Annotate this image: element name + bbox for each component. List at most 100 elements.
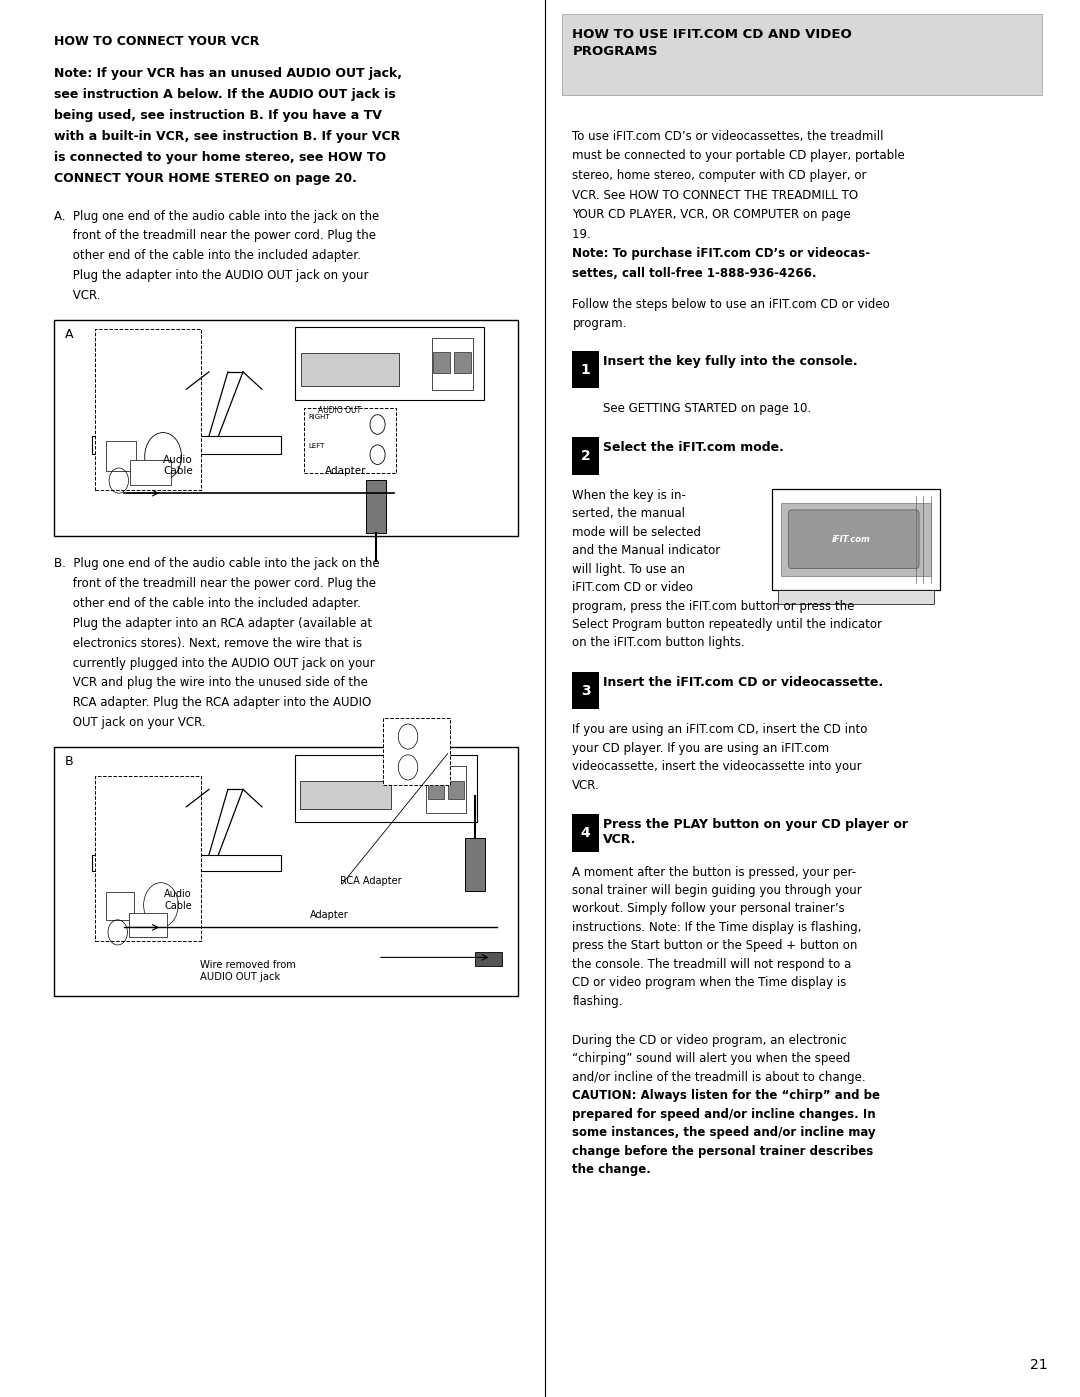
- Text: Adapter: Adapter: [325, 467, 366, 476]
- Text: “chirping” sound will alert you when the speed: “chirping” sound will alert you when the…: [572, 1052, 851, 1066]
- Bar: [448, 781, 464, 799]
- Bar: [778, 590, 934, 604]
- Text: with a built-in VCR, see instruction B. If your VCR: with a built-in VCR, see instruction B. …: [54, 130, 401, 142]
- Text: CAUTION: Always listen for the “chirp” and be: CAUTION: Always listen for the “chirp” a…: [572, 1090, 880, 1102]
- Text: iFIT.com: iFIT.com: [832, 535, 870, 543]
- Text: your CD player. If you are using an iFIT.com: your CD player. If you are using an iFIT…: [572, 742, 829, 754]
- Text: other end of the cable into the included adapter.: other end of the cable into the included…: [54, 597, 361, 610]
- Text: other end of the cable into the included adapter.: other end of the cable into the included…: [54, 249, 361, 263]
- Text: B.  Plug one end of the audio cable into the jack on the: B. Plug one end of the audio cable into …: [54, 557, 380, 570]
- Text: 1: 1: [581, 362, 591, 377]
- Bar: [300, 781, 391, 809]
- Bar: [106, 441, 136, 472]
- Text: CD or video program when the Time display is: CD or video program when the Time displa…: [572, 977, 847, 989]
- Text: A moment after the button is pressed, your per-: A moment after the button is pressed, yo…: [572, 866, 856, 879]
- Text: settes, call toll-free 1-888-936-4266.: settes, call toll-free 1-888-936-4266.: [572, 267, 816, 279]
- Text: will light. To use an: will light. To use an: [572, 563, 686, 576]
- Text: iFIT.com CD or video: iFIT.com CD or video: [572, 581, 693, 594]
- Text: must be connected to your portable CD player, portable: must be connected to your portable CD pl…: [572, 149, 905, 162]
- Text: Plug the adapter into an RCA adapter (available at: Plug the adapter into an RCA adapter (av…: [54, 617, 373, 630]
- Bar: [455, 352, 471, 373]
- Bar: [465, 838, 485, 891]
- Text: HOW TO CONNECT YOUR VCR: HOW TO CONNECT YOUR VCR: [54, 35, 259, 47]
- Text: mode will be selected: mode will be selected: [572, 525, 701, 539]
- Text: LEFT: LEFT: [309, 443, 325, 448]
- Bar: [572, 437, 598, 475]
- Text: VCR.: VCR.: [572, 778, 600, 792]
- Text: OUT jack on your VCR.: OUT jack on your VCR.: [54, 717, 205, 729]
- Text: front of the treadmill near the power cord. Plug the: front of the treadmill near the power co…: [54, 577, 376, 591]
- Bar: [427, 767, 467, 813]
- Text: sonal trainer will begin guiding you through your: sonal trainer will begin guiding you thr…: [572, 884, 862, 897]
- Bar: [428, 781, 444, 799]
- Text: B: B: [65, 756, 73, 768]
- FancyBboxPatch shape: [562, 14, 1042, 95]
- Text: Wire removed from
AUDIO OUT jack: Wire removed from AUDIO OUT jack: [200, 960, 296, 982]
- Text: program, press the iFIT.com button or press the: program, press the iFIT.com button or pr…: [572, 599, 854, 613]
- Text: stereo, home stereo, computer with CD player, or: stereo, home stereo, computer with CD pl…: [572, 169, 867, 182]
- Text: Audio
Cable: Audio Cable: [163, 455, 193, 476]
- Text: serted, the manual: serted, the manual: [572, 507, 686, 521]
- Bar: [572, 672, 598, 710]
- Text: electronics stores). Next, remove the wire that is: electronics stores). Next, remove the wi…: [54, 637, 362, 650]
- Text: Select the iFIT.com mode.: Select the iFIT.com mode.: [603, 441, 784, 454]
- Bar: [92, 436, 281, 454]
- Text: Press the PLAY button on your CD player or
VCR.: Press the PLAY button on your CD player …: [603, 819, 908, 847]
- Text: A: A: [65, 328, 73, 341]
- FancyBboxPatch shape: [305, 408, 396, 472]
- Bar: [129, 914, 167, 937]
- Text: VCR. See HOW TO CONNECT THE TREADMILL TO: VCR. See HOW TO CONNECT THE TREADMILL TO: [572, 189, 859, 201]
- Text: Audio
Cable: Audio Cable: [164, 888, 192, 911]
- Text: VCR and plug the wire into the unused side of the: VCR and plug the wire into the unused si…: [54, 676, 368, 690]
- Text: some instances, the speed and/or incline may: some instances, the speed and/or incline…: [572, 1126, 876, 1140]
- Bar: [432, 338, 473, 390]
- Text: the change.: the change.: [572, 1164, 651, 1176]
- Text: VCR.: VCR.: [54, 289, 100, 302]
- FancyBboxPatch shape: [54, 747, 518, 996]
- Text: is connected to your home stereo, see HOW TO: is connected to your home stereo, see HO…: [54, 151, 387, 163]
- Bar: [366, 479, 386, 532]
- FancyBboxPatch shape: [772, 489, 940, 590]
- FancyBboxPatch shape: [382, 718, 449, 785]
- Text: see instruction A below. If the AUDIO OUT jack is: see instruction A below. If the AUDIO OU…: [54, 88, 395, 101]
- Bar: [130, 460, 171, 485]
- Text: being used, see instruction B. If you have a TV: being used, see instruction B. If you ha…: [54, 109, 382, 122]
- Text: Plug the adapter into the AUDIO OUT jack on your: Plug the adapter into the AUDIO OUT jack…: [54, 270, 368, 282]
- Text: change before the personal trainer describes: change before the personal trainer descr…: [572, 1144, 874, 1158]
- Text: 3: 3: [581, 683, 591, 697]
- Text: Note: To purchase iFIT.com CD’s or videocas-: Note: To purchase iFIT.com CD’s or video…: [572, 247, 870, 260]
- FancyBboxPatch shape: [95, 330, 201, 490]
- Text: Adapter: Adapter: [310, 911, 349, 921]
- Bar: [92, 855, 281, 872]
- FancyBboxPatch shape: [788, 510, 919, 569]
- Bar: [572, 814, 598, 852]
- Bar: [433, 352, 450, 373]
- Text: Note: If your VCR has an unused AUDIO OUT jack,: Note: If your VCR has an unused AUDIO OU…: [54, 67, 402, 80]
- Text: YOUR CD PLAYER, VCR, OR COMPUTER on page: YOUR CD PLAYER, VCR, OR COMPUTER on page: [572, 208, 851, 221]
- Text: If you are using an iFIT.com CD, insert the CD into: If you are using an iFIT.com CD, insert …: [572, 724, 867, 736]
- Text: workout. Simply follow your personal trainer’s: workout. Simply follow your personal tra…: [572, 902, 846, 915]
- Text: currently plugged into the AUDIO OUT jack on your: currently plugged into the AUDIO OUT jac…: [54, 657, 375, 669]
- Text: the console. The treadmill will not respond to a: the console. The treadmill will not resp…: [572, 958, 852, 971]
- Text: AUDIO OUT: AUDIO OUT: [319, 405, 362, 415]
- Text: RCA Adapter: RCA Adapter: [340, 876, 402, 886]
- Text: 19.: 19.: [572, 228, 595, 240]
- Text: RIGHT: RIGHT: [309, 414, 330, 419]
- Text: See GETTING STARTED on page 10.: See GETTING STARTED on page 10.: [603, 402, 811, 415]
- Bar: [296, 327, 485, 400]
- Text: RCA adapter. Plug the RCA adapter into the AUDIO: RCA adapter. Plug the RCA adapter into t…: [54, 696, 372, 710]
- Bar: [475, 951, 502, 965]
- Text: and/or incline of the treadmill is about to change.: and/or incline of the treadmill is about…: [572, 1071, 866, 1084]
- Text: During the CD or video program, an electronic: During the CD or video program, an elect…: [572, 1034, 847, 1048]
- Text: 21: 21: [1030, 1358, 1048, 1372]
- Text: on the iFIT.com button lights.: on the iFIT.com button lights.: [572, 637, 745, 650]
- FancyBboxPatch shape: [781, 503, 931, 576]
- Text: program.: program.: [572, 317, 626, 330]
- Text: Follow the steps below to use an iFIT.com CD or video: Follow the steps below to use an iFIT.co…: [572, 298, 890, 310]
- Text: CONNECT YOUR HOME STEREO on page 20.: CONNECT YOUR HOME STEREO on page 20.: [54, 172, 356, 184]
- FancyBboxPatch shape: [95, 777, 201, 942]
- Text: To use iFIT.com CD’s or videocassettes, the treadmill: To use iFIT.com CD’s or videocassettes, …: [572, 130, 883, 142]
- Text: videocassette, insert the videocassette into your: videocassette, insert the videocassette …: [572, 760, 862, 774]
- Text: instructions. Note: If the Time display is flashing,: instructions. Note: If the Time display …: [572, 921, 862, 935]
- Text: press the Start button or the Speed + button on: press the Start button or the Speed + bu…: [572, 939, 858, 953]
